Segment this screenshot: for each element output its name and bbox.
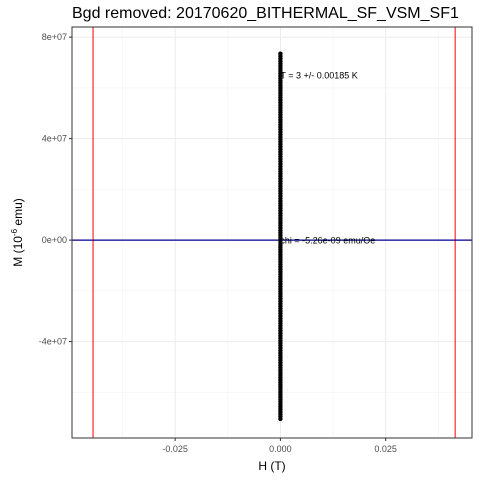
- data-points: [278, 51, 283, 422]
- y-axis-title-prefix: M (10: [11, 236, 25, 267]
- y-tick-label: 0e+00: [42, 235, 67, 245]
- x-axis: -0.025 0.000 0.025: [162, 438, 397, 454]
- plot-panel: [72, 27, 472, 438]
- y-axis-title-exponent: -6: [10, 228, 19, 236]
- chart-title: Bgd removed: 20170620_BITHERMAL_SF_VSM_S…: [72, 5, 459, 22]
- data-point: [278, 51, 283, 56]
- y-axis-title: M (10-6 emu): [10, 198, 25, 267]
- annotations: T = 3 +/- 0.00185 K chi = -5.26e-09 emu/O…: [280, 71, 375, 246]
- y-axis: -4e+07 0e+00 4e+07 8e+07: [39, 32, 72, 347]
- annotation-text: chi = -5.26e-09 emu/Oe: [280, 236, 375, 246]
- plot-border: [71, 26, 473, 439]
- y-axis-title-suffix: emu): [11, 198, 25, 229]
- annotation-text: T = 3 +/- 0.00185 K: [280, 71, 357, 81]
- x-tick-label: -0.025: [162, 444, 188, 454]
- x-tick-label: 0.000: [269, 444, 292, 454]
- y-tick-label: 4e+07: [42, 134, 67, 144]
- x-axis-title: H (T): [258, 459, 285, 473]
- reference-lines: [72, 27, 472, 438]
- x-tick-label: 0.025: [374, 444, 397, 454]
- y-tick-label: -4e+07: [39, 337, 67, 347]
- y-tick-label: 8e+07: [42, 32, 67, 42]
